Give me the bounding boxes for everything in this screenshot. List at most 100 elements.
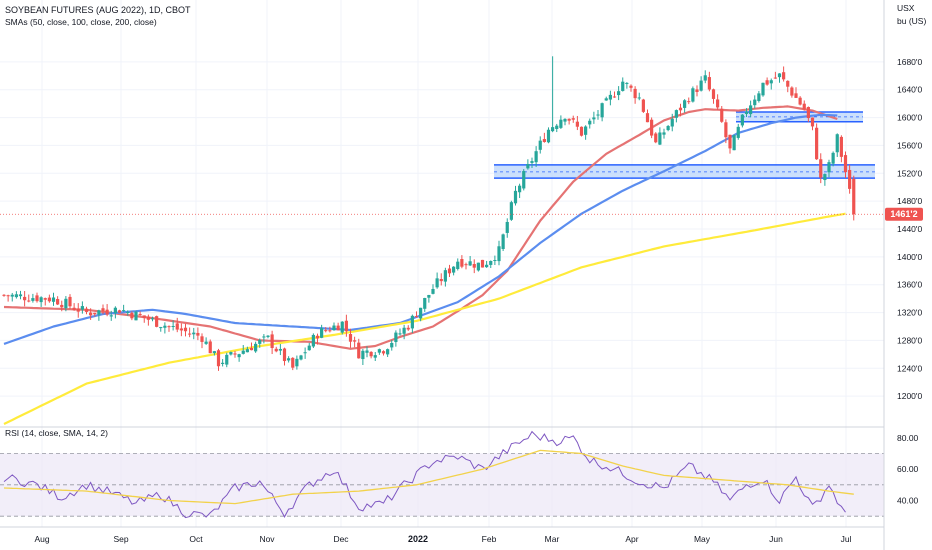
price-tick-label: 1640'0 (897, 85, 923, 95)
candle-body (761, 82, 765, 96)
candle-body (534, 151, 538, 163)
candle-body (414, 316, 419, 318)
candle-body (703, 75, 707, 81)
candle-body (101, 308, 105, 312)
candle-body (402, 327, 406, 334)
candle-body (720, 108, 724, 122)
candle-body (794, 93, 798, 98)
candle-body (489, 260, 493, 265)
candle-body (513, 190, 518, 204)
candle-body (687, 101, 691, 103)
candle-body (68, 296, 72, 307)
candle-body (398, 333, 402, 335)
candle-body (241, 350, 245, 354)
candle-body (150, 318, 155, 320)
candle-body (212, 351, 216, 354)
candle-body (274, 348, 278, 352)
candle-body (711, 89, 716, 99)
candle-body (658, 132, 662, 145)
candle-body (126, 312, 130, 314)
candle-body (369, 351, 373, 357)
candle-body (695, 89, 699, 92)
candle-body (740, 114, 744, 126)
candle-body (410, 315, 414, 329)
candle-body (6, 295, 10, 297)
candle-body (64, 298, 68, 309)
candle-body (571, 118, 575, 120)
candle-body (142, 315, 146, 319)
candle-body (777, 73, 782, 78)
time-tick-label: Jul (841, 534, 852, 544)
candle-body (419, 307, 423, 319)
candle-body (798, 97, 802, 105)
candle-body (10, 294, 14, 297)
time-tick-label: 2022 (408, 534, 428, 544)
candle-body (497, 246, 501, 262)
price-tick-label: 1480'0 (897, 196, 923, 206)
candle-body (732, 135, 736, 151)
candle-body (447, 268, 452, 274)
candle-body (443, 270, 447, 282)
candle-body (72, 307, 76, 310)
candle-body (596, 114, 600, 116)
candle-body (188, 333, 192, 335)
price-tick-label: 1560'0 (897, 140, 923, 150)
candle-body (612, 96, 617, 98)
candle-body (819, 159, 823, 178)
candle-body (827, 162, 831, 173)
candle-body (456, 261, 460, 269)
candle-body (757, 93, 761, 101)
currency-label: USX (897, 3, 915, 13)
candle-body (728, 134, 732, 149)
candle-body (563, 118, 567, 122)
candle-body (588, 120, 592, 125)
price-tick-label: 1200'0 (897, 391, 923, 401)
candle-body (435, 278, 439, 288)
rsi-tick-label: 80.00 (897, 433, 919, 443)
candle-body (716, 99, 720, 108)
candle-body (654, 133, 658, 143)
candle-body (724, 122, 728, 138)
rsi-legend: RSI (14, close, SMA, 14, 2) (5, 428, 108, 438)
candle-body (2, 294, 6, 296)
candle-body (307, 345, 311, 351)
candle-body (357, 342, 361, 359)
price-tick-label: 1360'0 (897, 280, 923, 290)
candle-body (674, 110, 678, 118)
candle-body (468, 261, 472, 266)
candle-body (753, 99, 757, 106)
candle-body (621, 81, 625, 91)
current-price-label: 1461'2 (890, 209, 917, 219)
time-tick-label: May (694, 534, 711, 544)
candle-body (84, 308, 89, 312)
price-axis-ticks[interactable]: 1680'0 1640'0 1600'0 1560'0 1520'0 1480'0 1440… (897, 57, 923, 401)
candle-body (324, 330, 328, 332)
candle-body (60, 304, 64, 308)
time-tick-label: Aug (34, 534, 49, 544)
rsi-ma-line (3, 449, 854, 505)
candle-body (163, 325, 167, 328)
candle-body (208, 341, 212, 354)
candle-body (604, 98, 608, 101)
candle-body (270, 334, 274, 348)
candle-body (303, 352, 307, 354)
time-axis-ticks[interactable]: Aug Sep Oct Nov Dec 2022 Feb Mar Apr May Jun Jul (34, 534, 851, 544)
sma-line-sma-200 (3, 212, 846, 425)
candle-body (485, 264, 489, 268)
candle-body (315, 335, 320, 339)
candle-body (18, 294, 23, 297)
candle-body (592, 117, 596, 120)
candle-body (348, 334, 353, 342)
candle-body (105, 309, 109, 315)
candle-body (233, 353, 237, 355)
candle-body (480, 259, 485, 268)
candle-body (295, 358, 299, 367)
candle-body (810, 117, 815, 127)
price-tick-label: 1280'0 (897, 335, 923, 345)
candle-body (650, 119, 654, 136)
candle-body (769, 80, 773, 84)
candle-body (476, 262, 480, 271)
candle-body (439, 278, 443, 282)
candle-body (641, 99, 645, 112)
